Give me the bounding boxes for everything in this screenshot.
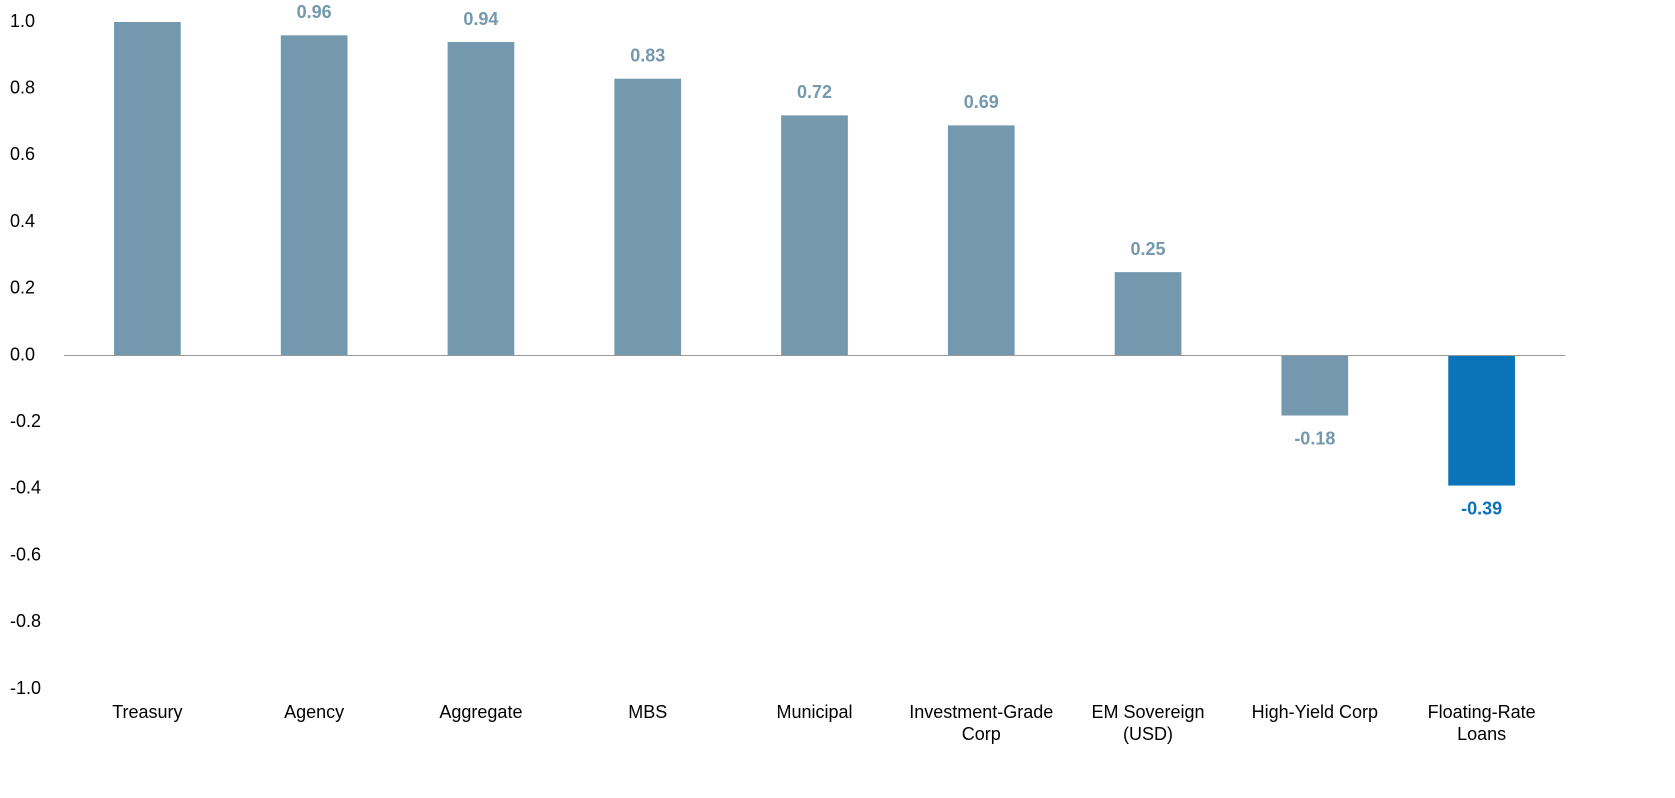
y-tick-label: 0.0 [10, 344, 35, 364]
x-tick-label: High-Yield Corp [1251, 702, 1379, 722]
y-tick-label: -0.4 [10, 478, 41, 498]
value-label: 0.69 [964, 92, 999, 112]
bar [614, 78, 682, 356]
x-tick-label: Floating-Rate Loans [1427, 702, 1536, 744]
value-label: 0.25 [1131, 239, 1166, 259]
x-tick-label: Agency [284, 702, 345, 722]
x-tick-label: Treasury [112, 702, 183, 722]
bar [781, 115, 848, 356]
value-label: -0.18 [1294, 428, 1335, 448]
y-tick-label: 0.4 [10, 211, 35, 231]
bar [447, 42, 515, 356]
y-tick-label: 1.0 [10, 11, 35, 31]
y-tick-label: 0.8 [10, 77, 35, 97]
bar [947, 125, 1015, 356]
bar [1114, 272, 1182, 356]
x-tick-label: EM Sovereign (USD) [1091, 702, 1205, 744]
x-tick-label: Investment-Grade Corp [909, 702, 1054, 744]
x-tick-label: MBS [628, 702, 668, 722]
value-label: 0.72 [797, 82, 832, 102]
bar [1281, 355, 1349, 416]
y-tick-label: -0.6 [10, 544, 41, 564]
y-tick-label: -0.8 [10, 611, 41, 631]
value-label: 0.96 [297, 2, 332, 22]
value-label: -0.39 [1461, 498, 1502, 518]
value-label: 0.94 [463, 9, 498, 29]
x-tick-label: Aggregate [439, 702, 523, 722]
x-tick-label: Municipal [776, 702, 853, 722]
y-tick-label: -1.0 [10, 678, 41, 698]
value-label: 0.83 [630, 45, 665, 65]
y-tick-label: 0.6 [10, 144, 35, 164]
bar [1448, 355, 1515, 486]
y-tick-label: 0.2 [10, 278, 35, 298]
bar [114, 22, 181, 356]
y-tick-label: -0.2 [10, 411, 41, 431]
bar [280, 35, 348, 356]
